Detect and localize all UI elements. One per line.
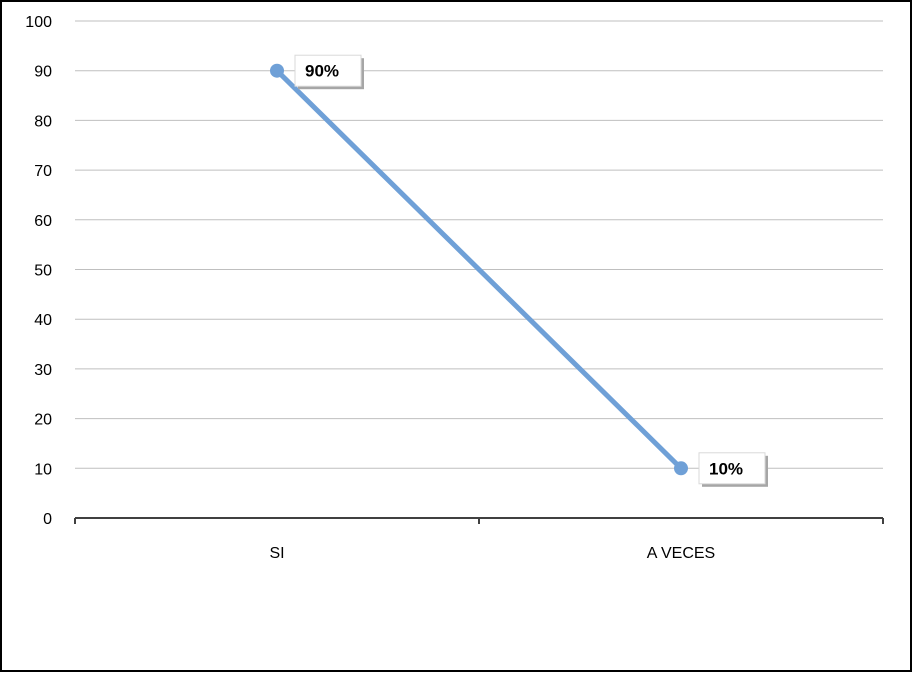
data-point <box>674 461 688 476</box>
data-labels: 90% 10% <box>294 54 768 487</box>
data-point <box>270 63 284 78</box>
y-tick-label: 30 <box>34 362 52 379</box>
x-tick-label: SI <box>269 545 284 562</box>
series-layer <box>270 63 688 476</box>
y-tick-label: 70 <box>34 163 52 180</box>
y-tick-label: 40 <box>34 312 52 329</box>
y-tick-label: 100 <box>25 14 52 31</box>
x-tick-label: A VECES <box>647 545 715 562</box>
y-tick-label: 90 <box>34 64 52 81</box>
y-tick-label: 10 <box>34 461 52 478</box>
x-axis: SI A VECES <box>74 517 884 562</box>
data-label-box <box>698 452 766 485</box>
gridlines <box>75 20 883 469</box>
y-tick-label: 60 <box>34 213 52 230</box>
data-label: 10% <box>709 459 743 478</box>
series-line <box>274 68 684 471</box>
y-tick-label: 50 <box>34 263 52 280</box>
y-tick-label: 0 <box>43 511 52 528</box>
y-axis-tick-labels: 0 10 20 30 40 50 60 70 80 90 100 <box>25 14 52 528</box>
data-label-box <box>294 54 362 87</box>
data-label: 90% <box>305 62 339 81</box>
y-tick-label: 80 <box>34 113 52 130</box>
y-tick-label: 20 <box>34 412 52 429</box>
